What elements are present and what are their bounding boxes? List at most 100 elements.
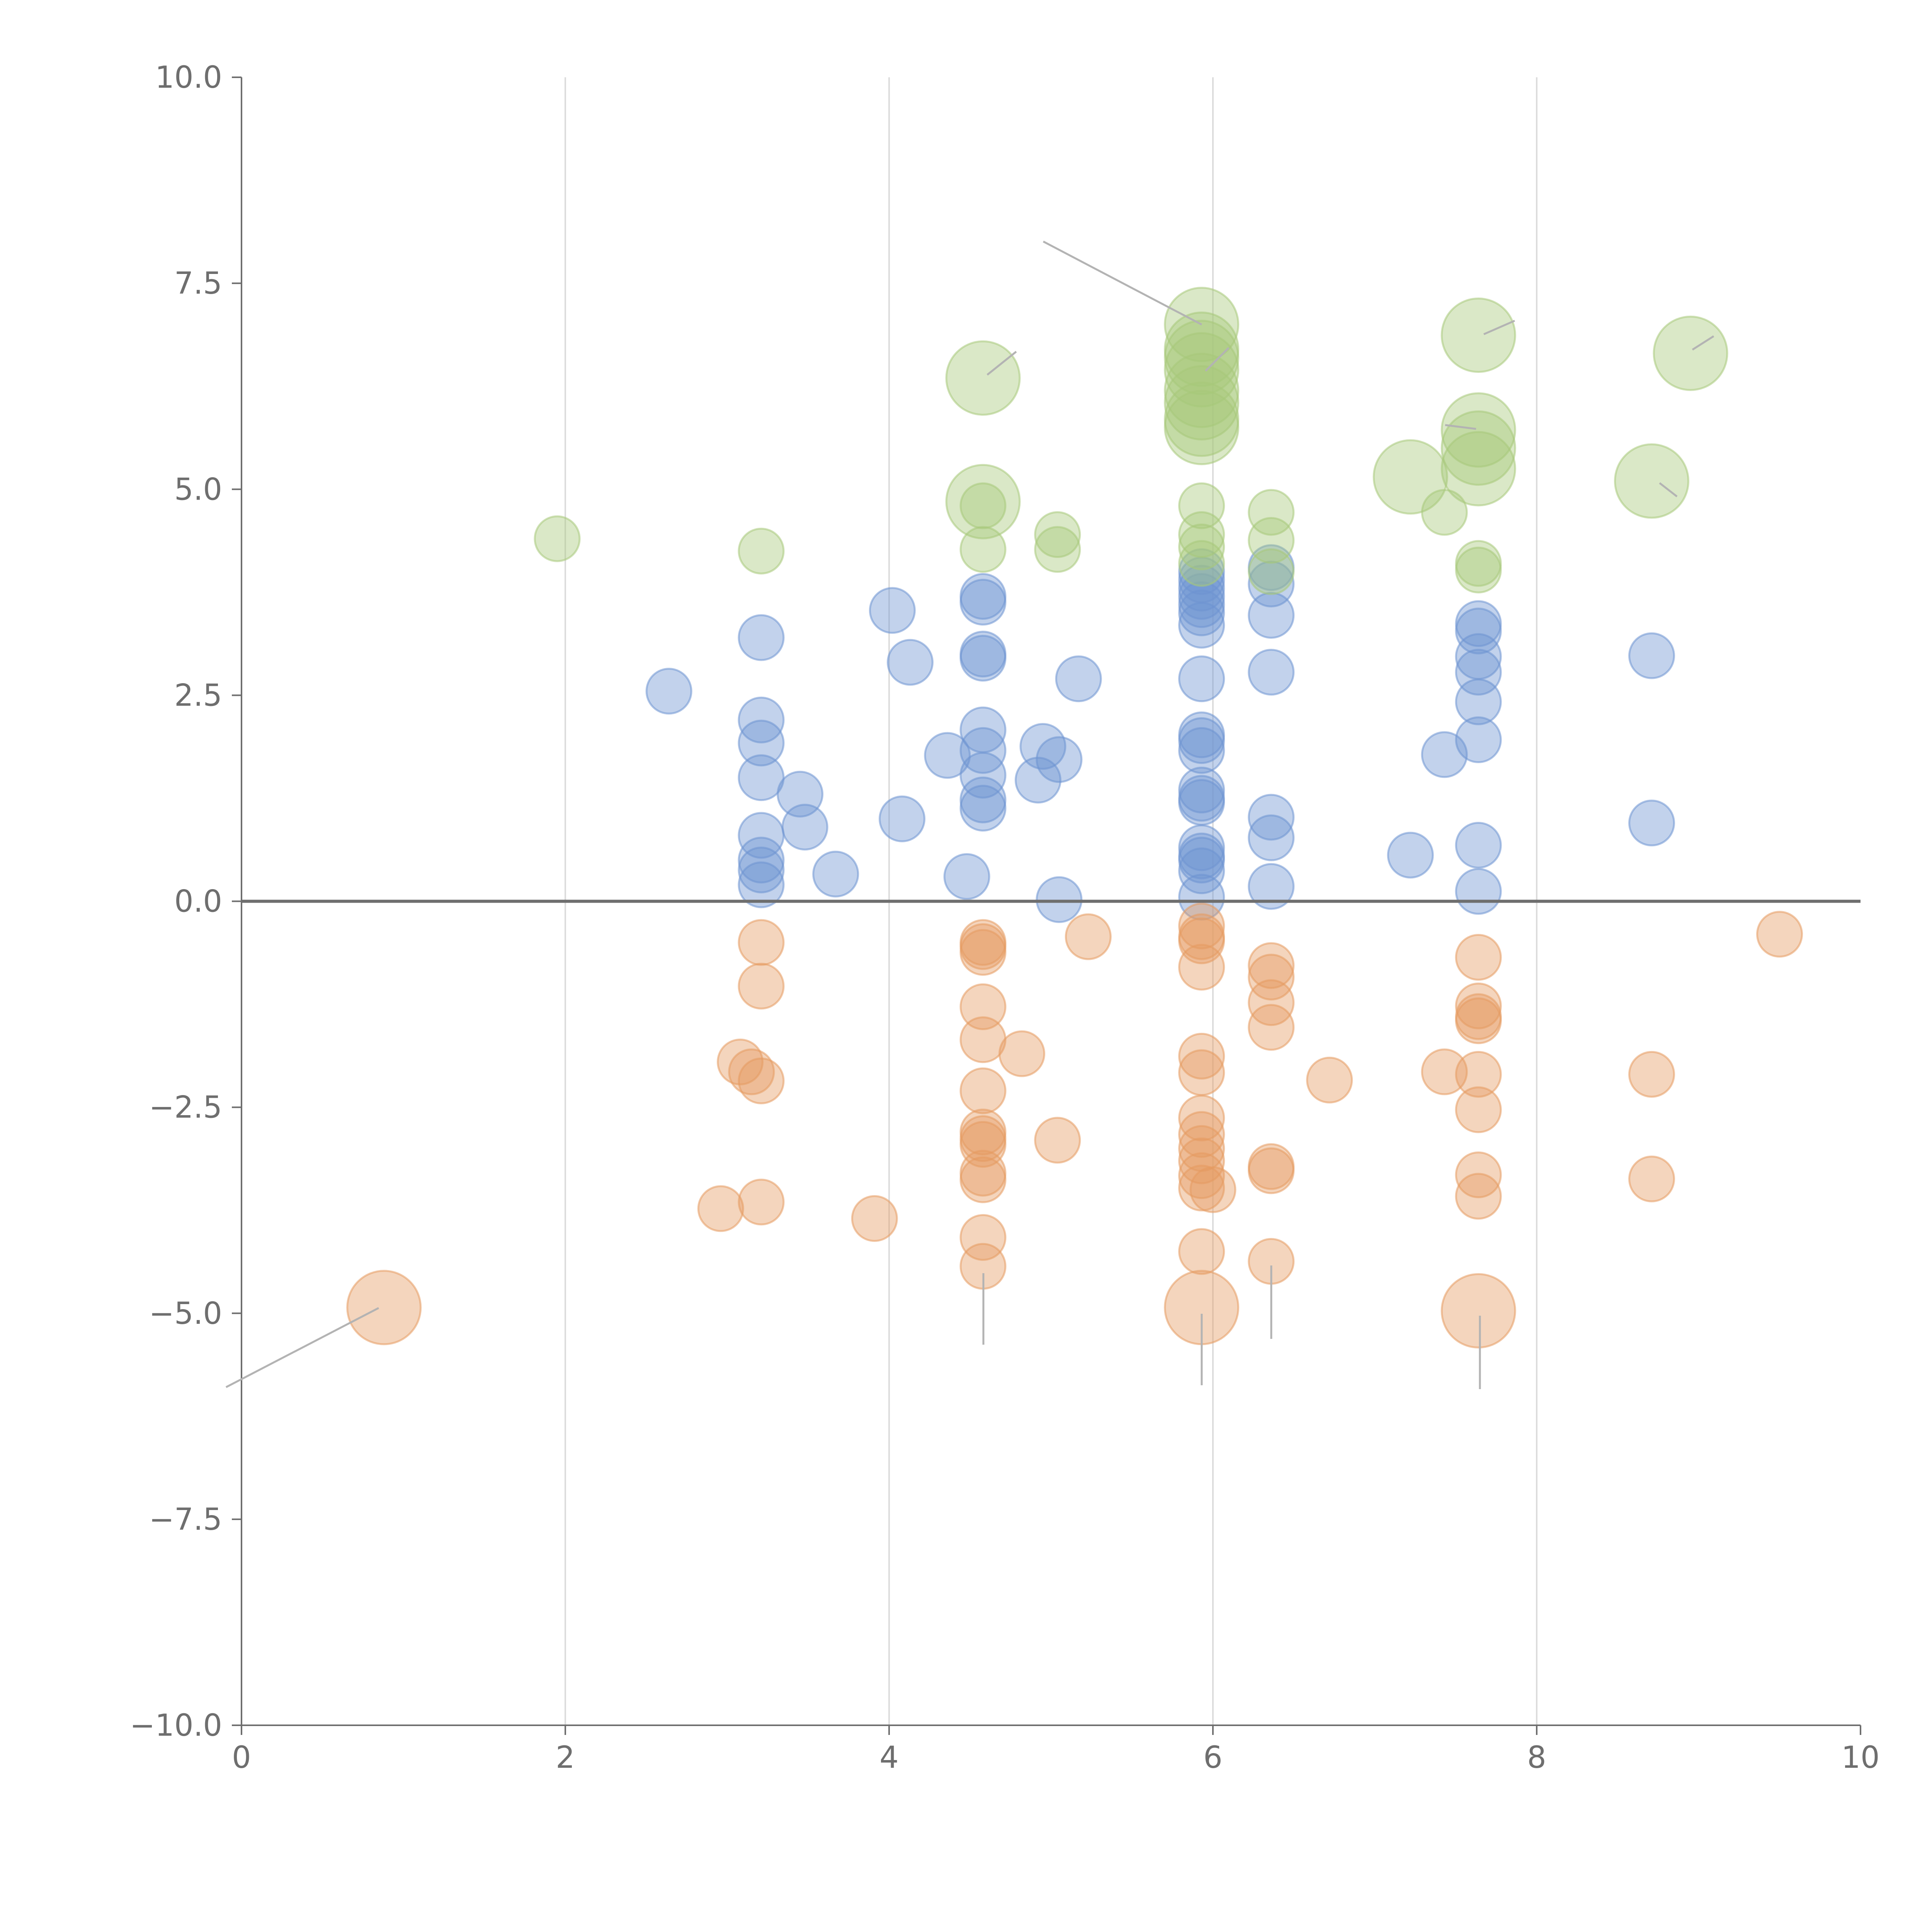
- data-point-positive: [1248, 863, 1295, 910]
- leader-line: [1445, 424, 1476, 430]
- leader-line: [1483, 320, 1515, 335]
- data-point-negative: [959, 1214, 1007, 1261]
- data-point-negative: [851, 1195, 898, 1242]
- y-tick-label: 5.0: [174, 472, 222, 507]
- data-point-negative: [959, 983, 1007, 1030]
- data-point-positive: [1628, 799, 1675, 847]
- x-tick-label: 8: [1527, 1740, 1546, 1775]
- data-point-negative: [1248, 979, 1295, 1026]
- data-point-negative: [346, 1270, 422, 1345]
- data-point-negative: [1421, 1048, 1468, 1095]
- leader-line: [1692, 335, 1714, 351]
- data-point-top: [1248, 489, 1295, 536]
- y-tick-label: 0.0: [174, 884, 222, 919]
- data-point-top: [738, 527, 785, 575]
- data-point-top: [959, 526, 1007, 573]
- data-point-negative: [1455, 1086, 1502, 1133]
- data-point-positive: [1248, 592, 1295, 639]
- data-point-positive: [1178, 727, 1225, 774]
- leader-line: [986, 351, 1017, 376]
- data-point-negative: [1248, 1147, 1295, 1194]
- data-point-positive: [959, 727, 1007, 774]
- data-point-positive: [1455, 868, 1502, 915]
- data-point-positive: [1014, 757, 1061, 804]
- data-point-negative: [959, 929, 1007, 976]
- data-point-positive: [1455, 821, 1502, 869]
- data-point-negative: [697, 1185, 744, 1232]
- data-point-top: [1440, 297, 1516, 373]
- data-point-negative: [1455, 997, 1502, 1044]
- data-point-negative: [738, 963, 785, 1010]
- data-point-top: [1178, 524, 1225, 571]
- data-point-positive: [1178, 602, 1225, 649]
- data-point-top: [945, 340, 1021, 416]
- y-tick-label: 2.5: [174, 678, 222, 713]
- leader-line: [1205, 347, 1230, 372]
- y-tick-label: −2.5: [149, 1090, 222, 1125]
- data-point-positive: [879, 795, 926, 842]
- data-point-top: [534, 515, 581, 562]
- data-point-negative: [1628, 1051, 1675, 1098]
- data-point-positive: [1178, 837, 1225, 884]
- data-point-negative: [1178, 1032, 1225, 1080]
- data-point-negative: [1248, 942, 1295, 989]
- data-point-top: [1164, 365, 1240, 440]
- data-point-positive: [924, 732, 971, 779]
- data-point-negative: [738, 919, 785, 966]
- data-point-negative: [1455, 982, 1502, 1029]
- x-tick-label: 4: [879, 1740, 899, 1775]
- data-point-negative: [1306, 1056, 1353, 1104]
- data-point-positive: [781, 804, 828, 851]
- data-point-negative: [1178, 917, 1225, 964]
- x-tick-label: 0: [232, 1740, 251, 1775]
- data-point-positive: [886, 639, 934, 686]
- data-point-top: [1034, 511, 1081, 558]
- annotation-leaders: [225, 240, 1714, 1389]
- data-point-positive: [1019, 723, 1066, 770]
- data-point-top: [1178, 482, 1225, 529]
- data-point-positive: [959, 578, 1007, 626]
- data-point-positive: [1178, 655, 1225, 702]
- data-point-positive: [1248, 649, 1295, 696]
- data-point-positive: [738, 837, 785, 884]
- data-point-negative: [1178, 902, 1225, 949]
- data-point-positive: [1178, 717, 1225, 764]
- data-point-negative: [1178, 1111, 1225, 1158]
- data-point-negative: [738, 1057, 785, 1104]
- y-tick-label: −7.5: [149, 1502, 222, 1537]
- data-point-top: [1440, 392, 1516, 468]
- data-point-negative: [959, 1121, 1007, 1168]
- data-point-negative: [728, 1048, 775, 1095]
- data-point-negative: [1065, 913, 1112, 960]
- y-tick-label: 7.5: [174, 266, 222, 301]
- y-tick-label: −10.0: [130, 1708, 222, 1743]
- data-point-negative: [1178, 1049, 1225, 1096]
- data-point-positive: [1178, 779, 1225, 826]
- data-point-positive: [1248, 814, 1295, 861]
- x-tick-label: 2: [556, 1740, 575, 1775]
- data-point-positive: [959, 634, 1007, 682]
- data-point-positive: [869, 587, 916, 634]
- data-point-positive: [1455, 607, 1502, 655]
- data-point-positive: [1036, 876, 1083, 923]
- data-point-positive: [959, 752, 1007, 799]
- data-point-top: [1440, 431, 1516, 507]
- data-point-positive: [1055, 655, 1102, 702]
- data-point-top: [1653, 315, 1728, 391]
- data-point-negative: [1034, 1117, 1081, 1164]
- data-point-negative: [998, 1030, 1046, 1077]
- data-point-positive: [1178, 847, 1225, 895]
- data-point-positive: [812, 850, 859, 898]
- data-point-top: [1164, 389, 1240, 465]
- data-point-top: [1248, 548, 1295, 595]
- y-tick-label: −5.0: [149, 1296, 222, 1331]
- data-point-negative: [1178, 944, 1225, 991]
- data-point-top: [1178, 511, 1225, 558]
- data-point-positive: [1248, 794, 1295, 841]
- data-point-top: [1421, 489, 1468, 536]
- y-tick-label: 10.0: [155, 60, 222, 95]
- leader-line: [225, 1307, 379, 1388]
- data-point-top: [1440, 410, 1516, 486]
- data-point-top: [1034, 526, 1081, 573]
